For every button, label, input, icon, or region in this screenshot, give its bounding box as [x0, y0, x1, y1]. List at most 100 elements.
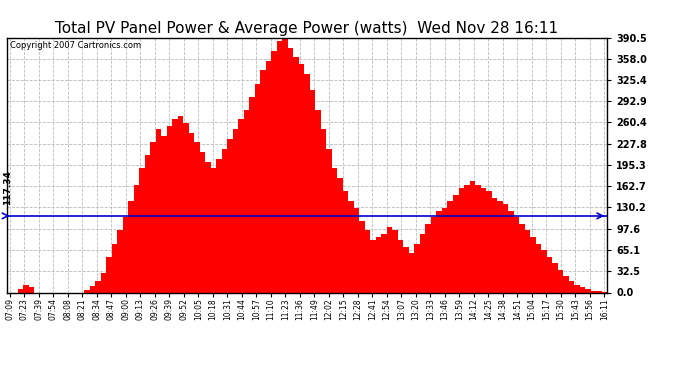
Bar	[519, 224, 524, 292]
Bar	[216, 159, 221, 292]
Bar	[260, 70, 266, 292]
Bar	[541, 250, 546, 292]
Bar	[255, 84, 260, 292]
Bar	[365, 231, 371, 292]
Bar	[491, 198, 497, 292]
Bar	[315, 110, 321, 292]
Bar	[596, 291, 602, 292]
Bar	[271, 51, 277, 292]
Bar	[376, 237, 382, 292]
Bar	[101, 273, 106, 292]
Bar	[134, 185, 139, 292]
Bar	[574, 285, 580, 292]
Bar	[348, 201, 354, 292]
Bar	[244, 110, 249, 292]
Bar	[563, 276, 569, 292]
Bar	[194, 142, 199, 292]
Title: Total PV Panel Power & Average Power (watts)  Wed Nov 28 16:11: Total PV Panel Power & Average Power (wa…	[55, 21, 559, 36]
Bar	[420, 234, 426, 292]
Bar	[282, 38, 288, 292]
Bar	[150, 142, 156, 292]
Bar	[530, 237, 535, 292]
Bar	[84, 290, 90, 292]
Text: Copyright 2007 Cartronics.com: Copyright 2007 Cartronics.com	[10, 41, 141, 50]
Bar	[535, 243, 541, 292]
Bar	[409, 254, 415, 292]
Bar	[431, 217, 437, 292]
Bar	[188, 132, 194, 292]
Bar	[393, 231, 398, 292]
Bar	[448, 201, 453, 292]
Bar	[552, 263, 558, 292]
Bar	[112, 243, 117, 292]
Bar	[382, 234, 387, 292]
Bar	[310, 90, 315, 292]
Bar	[123, 217, 128, 292]
Bar	[18, 289, 23, 292]
Bar	[387, 227, 393, 292]
Bar	[326, 149, 332, 292]
Bar	[497, 201, 502, 292]
Bar	[332, 168, 337, 292]
Bar	[249, 97, 255, 292]
Bar	[585, 289, 591, 292]
Bar	[172, 120, 177, 292]
Bar	[233, 129, 238, 292]
Bar	[183, 123, 188, 292]
Bar	[304, 74, 310, 292]
Bar	[343, 191, 348, 292]
Bar	[117, 231, 123, 292]
Bar	[145, 155, 150, 292]
Bar	[480, 188, 486, 292]
Bar	[23, 285, 29, 292]
Bar	[464, 185, 469, 292]
Bar	[266, 61, 271, 292]
Bar	[591, 291, 596, 292]
Bar	[90, 286, 95, 292]
Bar	[321, 129, 326, 292]
Bar	[437, 211, 442, 292]
Bar	[524, 231, 530, 292]
Bar	[502, 204, 508, 292]
Bar	[293, 57, 299, 292]
Bar	[371, 240, 376, 292]
Bar	[558, 270, 563, 292]
Bar	[458, 188, 464, 292]
Bar	[513, 217, 519, 292]
Bar	[106, 256, 112, 292]
Bar	[161, 136, 166, 292]
Bar	[139, 168, 145, 292]
Bar	[415, 243, 420, 292]
Bar	[475, 185, 480, 292]
Bar	[442, 208, 448, 292]
Bar	[199, 152, 205, 292]
Bar	[128, 201, 134, 292]
Bar	[156, 129, 161, 292]
Bar	[210, 168, 216, 292]
Bar	[426, 224, 431, 292]
Bar	[359, 220, 365, 292]
Bar	[277, 41, 282, 292]
Bar	[469, 182, 475, 292]
Bar	[354, 208, 359, 292]
Bar	[221, 149, 227, 292]
Text: 117.34: 117.34	[3, 170, 12, 205]
Bar	[177, 116, 183, 292]
Bar	[398, 240, 404, 292]
Bar	[486, 191, 491, 292]
Bar	[404, 247, 409, 292]
Bar	[95, 281, 101, 292]
Bar	[569, 281, 574, 292]
Bar	[337, 178, 343, 292]
Bar	[508, 211, 513, 292]
Bar	[299, 64, 304, 292]
Bar	[546, 256, 552, 292]
Bar	[288, 48, 293, 292]
Bar	[580, 287, 585, 292]
Bar	[227, 139, 233, 292]
Bar	[166, 126, 172, 292]
Bar	[453, 195, 458, 292]
Bar	[205, 162, 210, 292]
Bar	[29, 287, 34, 292]
Bar	[238, 120, 244, 292]
